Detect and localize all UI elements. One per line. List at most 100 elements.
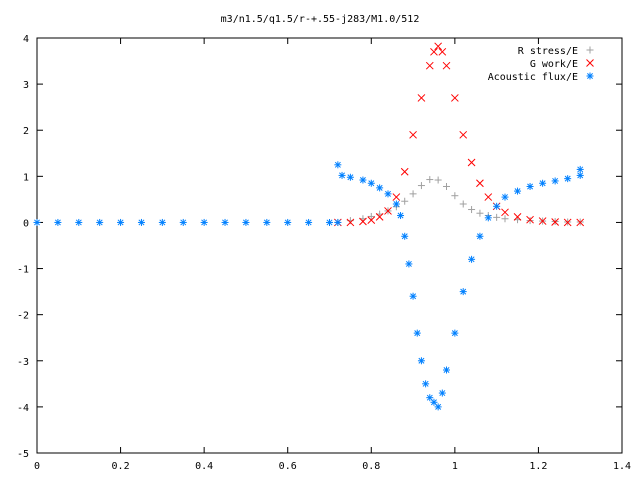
data-point <box>484 193 493 201</box>
data-point <box>401 232 409 240</box>
data-point <box>375 213 384 221</box>
x-axis: 0 0.2 0.4 0.6 0.8 1 1.2 1.4 <box>34 38 631 472</box>
data-point <box>392 200 400 208</box>
y-tick-label: -4 <box>17 403 29 414</box>
y-tick-label: 3 <box>23 80 29 91</box>
plot-frame <box>36 37 623 454</box>
data-point <box>484 214 492 222</box>
data-point <box>442 61 451 70</box>
data-point <box>367 179 375 187</box>
data-point <box>576 165 584 173</box>
data-point <box>443 366 450 374</box>
data-point <box>397 212 405 220</box>
legend-marker <box>586 59 594 67</box>
legend-label: G work/E <box>530 59 578 70</box>
data-point <box>417 94 426 102</box>
x-tick-label: 1 <box>452 461 458 472</box>
y-tick-label: 1 <box>23 172 29 183</box>
data-point <box>563 218 572 227</box>
data-point <box>413 329 421 337</box>
legend: R stress/E G work/E Acoustic flux/E <box>488 46 594 83</box>
data-point <box>434 403 442 411</box>
x-tick-label: 1.2 <box>529 461 547 472</box>
data-point <box>179 218 187 226</box>
series-acoustic_flux <box>33 161 584 411</box>
legend-marker <box>586 46 594 54</box>
data-point <box>221 218 229 226</box>
data-point <box>334 218 342 226</box>
data-point <box>459 130 468 139</box>
data-point <box>346 218 355 227</box>
data-point <box>338 171 346 179</box>
chart-title: m3/n1.5/q1.5/r-+.55-j283/M1.0/512 <box>221 14 420 25</box>
data-point <box>417 182 425 190</box>
x-tick-label: 1.4 <box>613 461 631 472</box>
data-point <box>476 232 484 240</box>
data-point <box>459 200 467 208</box>
legend-entry: R stress/E <box>518 46 594 57</box>
data-point <box>334 161 342 169</box>
y-tick-label: -3 <box>17 357 29 368</box>
legend-entry: Acoustic flux/E <box>488 72 594 83</box>
y-tick-label: -1 <box>17 265 29 276</box>
legend-label: R stress/E <box>518 46 578 57</box>
data-point <box>137 218 145 226</box>
data-point <box>564 175 572 183</box>
data-point <box>359 217 367 226</box>
data-point <box>158 218 166 226</box>
data-point <box>438 47 447 56</box>
data-point <box>576 218 585 227</box>
data-point <box>493 202 501 210</box>
data-point <box>367 212 375 220</box>
data-point <box>426 394 434 402</box>
y-tick-label: 2 <box>23 126 29 137</box>
data-point <box>422 380 430 388</box>
data-point <box>526 217 534 225</box>
data-point <box>346 173 354 181</box>
data-point <box>430 398 438 406</box>
data-point <box>526 215 534 224</box>
data-point <box>400 167 409 176</box>
data-point <box>476 179 484 188</box>
x-tick-label: 0.4 <box>195 461 213 472</box>
data-point <box>409 130 417 139</box>
legend-entry: G work/E <box>530 59 594 70</box>
data-point <box>443 182 450 190</box>
series-g_work <box>334 42 585 227</box>
data-point <box>263 218 271 226</box>
data-point <box>376 184 384 192</box>
data-point <box>409 292 417 300</box>
data-point <box>459 288 467 296</box>
data-point <box>75 218 83 226</box>
data-point <box>451 192 459 200</box>
data-point <box>438 389 446 397</box>
y-tick-label: 4 <box>23 34 29 45</box>
data-point <box>359 176 367 184</box>
data-point <box>476 209 484 217</box>
x-tick-label: 0.8 <box>362 461 380 472</box>
data-point <box>434 176 442 184</box>
data-point <box>551 177 559 185</box>
data-point <box>467 158 476 167</box>
data-point <box>434 42 442 51</box>
legend-label: Acoustic flux/E <box>488 72 578 83</box>
data-point <box>242 218 250 226</box>
data-point <box>501 193 509 201</box>
data-point <box>576 171 584 179</box>
data-point <box>384 190 392 198</box>
series-layer <box>33 42 585 411</box>
data-point <box>417 357 425 365</box>
data-point <box>409 190 417 198</box>
data-point <box>401 197 409 205</box>
x-tick-label: 0.6 <box>279 461 297 472</box>
data-point <box>513 213 522 221</box>
data-point <box>539 179 547 187</box>
x-tick-label: 0.2 <box>112 461 130 472</box>
y-tick-label: -2 <box>17 311 29 322</box>
data-point <box>426 176 434 184</box>
legend-marker <box>586 72 594 80</box>
data-point <box>501 208 509 217</box>
data-point <box>284 218 292 226</box>
data-point <box>538 217 547 225</box>
